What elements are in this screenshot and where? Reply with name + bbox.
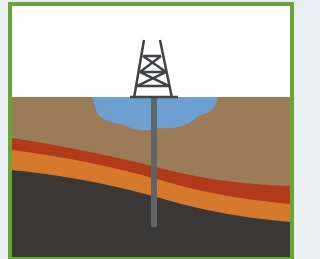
scene [12,6,290,259]
sky [12,6,290,98]
page: {} html, body { margin: 0; padding: 0; w… [0,0,294,259]
oil-well-illustration [0,0,294,259]
drill-pipe [151,97,157,227]
page-body [0,0,294,259]
